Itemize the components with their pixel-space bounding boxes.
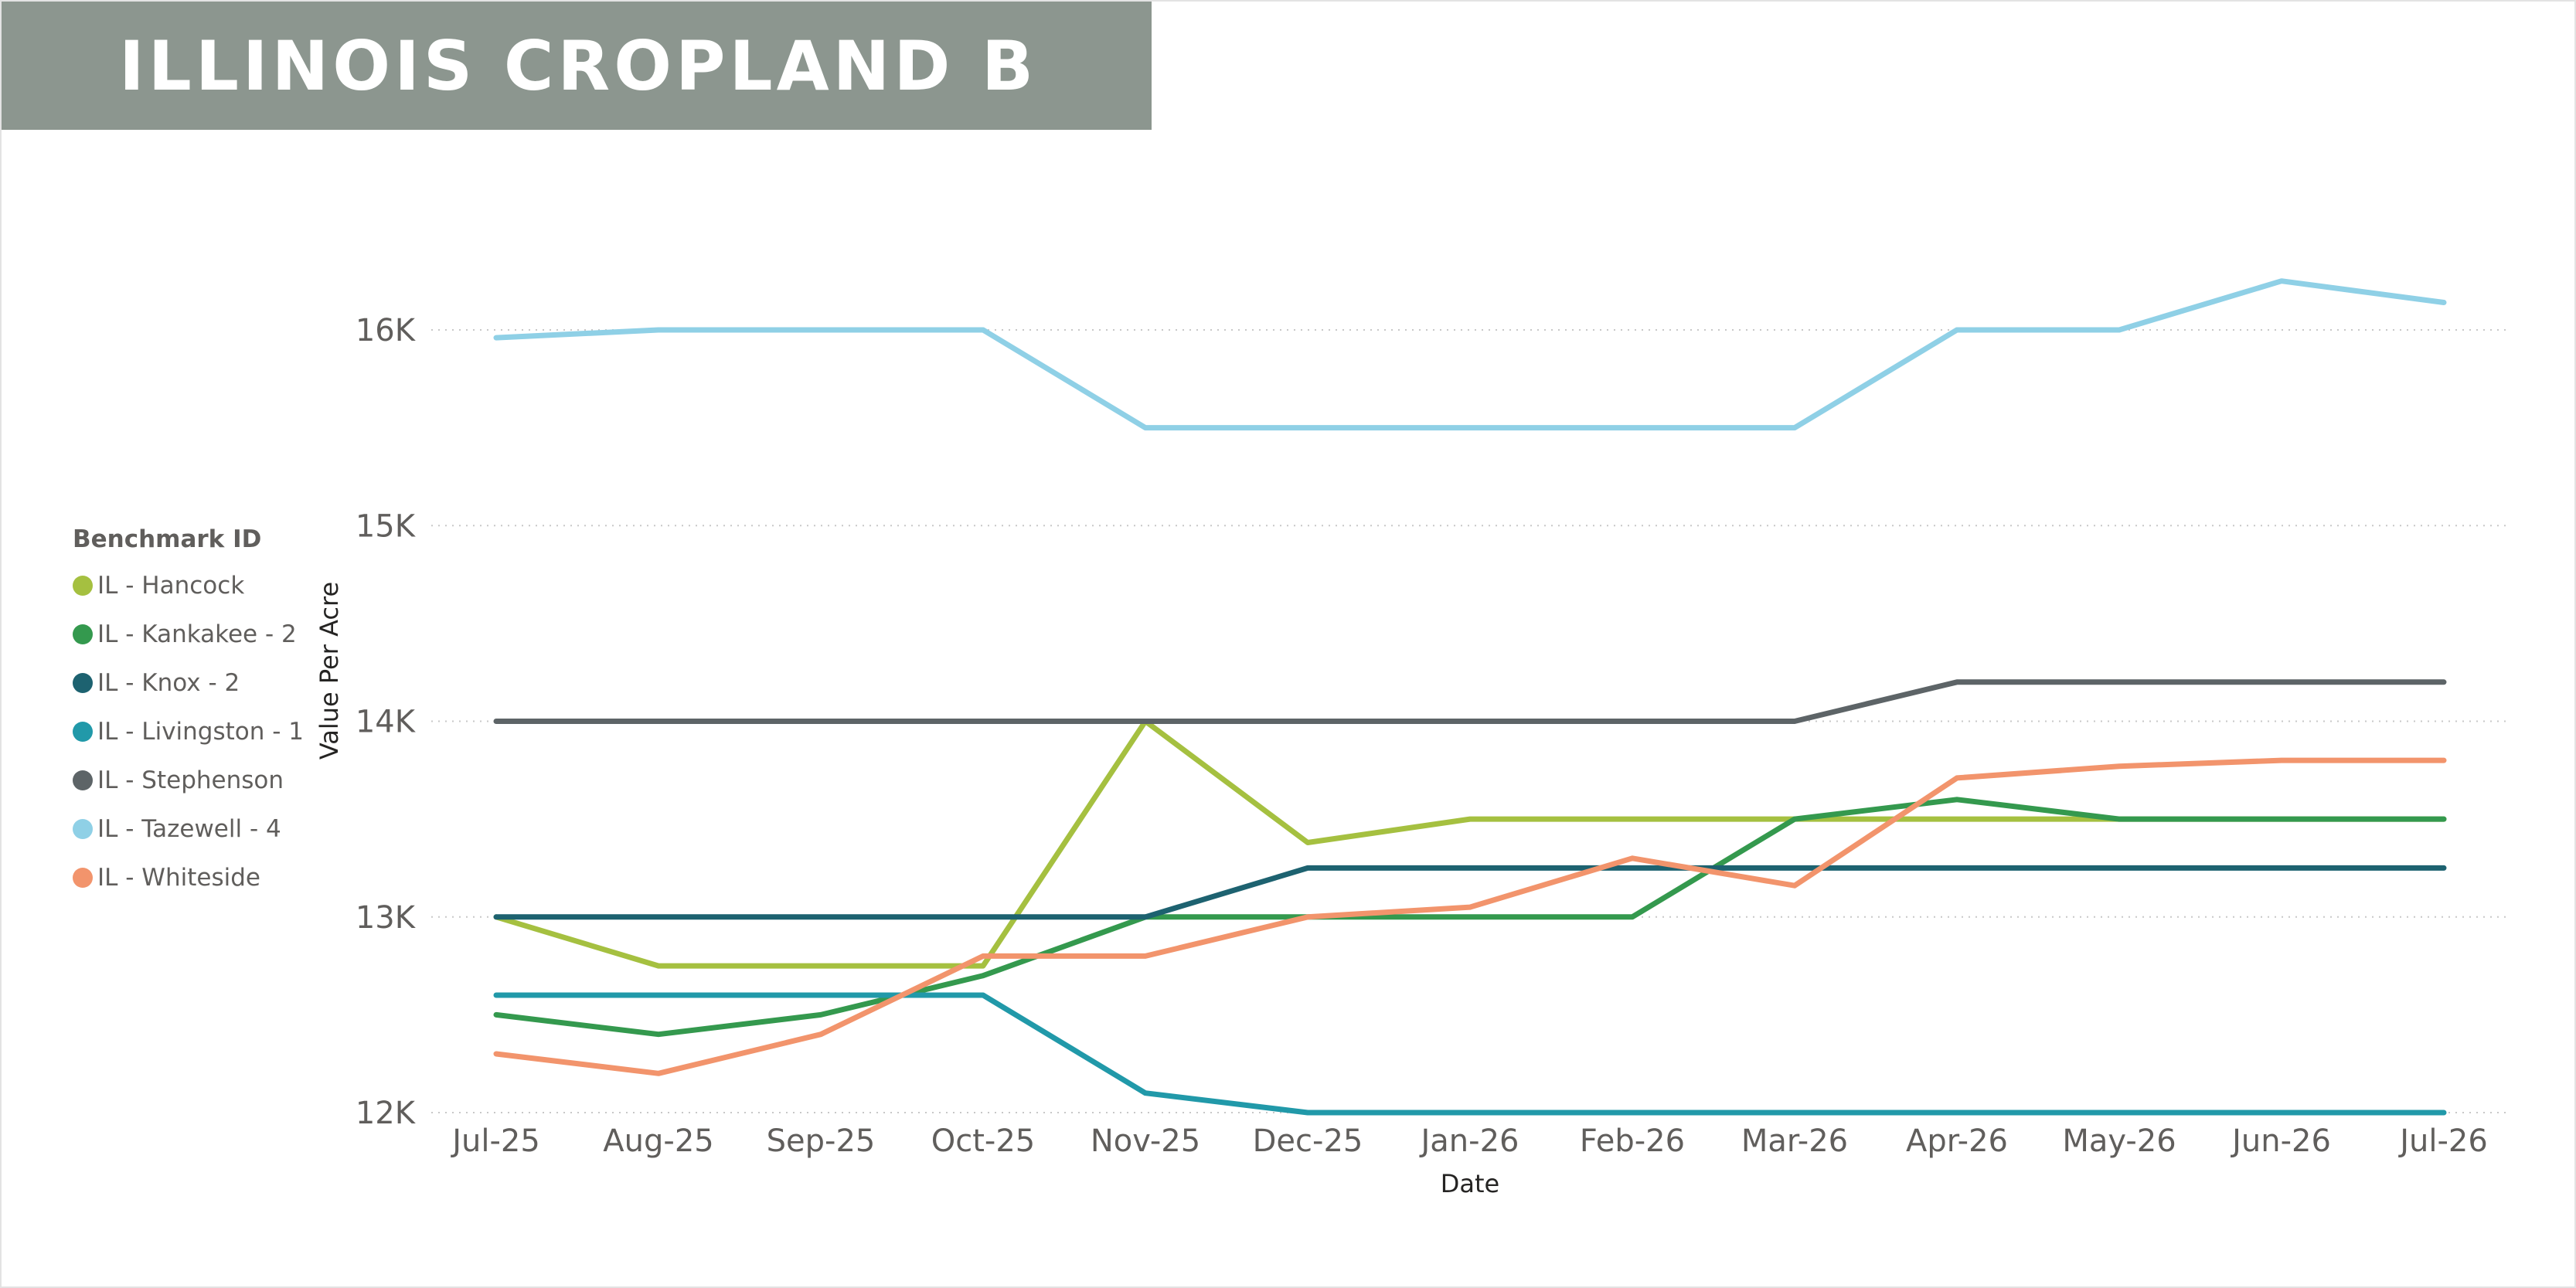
legend-item-il-hancock[interactable]: IL - Hancock (73, 561, 304, 610)
legend-label: IL - Kankakee - 2 (97, 620, 297, 648)
legend-label: IL - Tazewell - 4 (97, 814, 281, 843)
x-tick-label: Aug-25 (603, 1123, 713, 1159)
y-tick-label: 15K (356, 508, 417, 544)
legend-label: IL - Whiteside (97, 863, 260, 892)
legend-title: Benchmark ID (73, 525, 262, 553)
x-tick-label: May-26 (2062, 1123, 2176, 1159)
x-tick-label: Sep-25 (767, 1123, 876, 1159)
series-line-il-livingston-1 (493, 992, 2447, 1116)
legend-marker-icon (73, 770, 93, 790)
y-tick-label: 16K (356, 313, 417, 348)
legend-marker-icon (73, 818, 93, 839)
legend-item-il-whiteside[interactable]: IL - Whiteside (73, 853, 304, 902)
y-axis-title: Value Per Acre (315, 582, 344, 760)
legend-item-il-tazewell-4[interactable]: IL - Tazewell - 4 (73, 804, 304, 853)
legend-label: IL - Hancock (97, 571, 245, 600)
x-axis: Jul-25 Aug-25 Sep-25 Oct-25 Nov-25 Dec-25 Jan-… (450, 1123, 2488, 1159)
y-tick-label: 13K (356, 900, 417, 936)
legend-marker-icon (73, 867, 93, 888)
legend-marker-icon (73, 624, 93, 644)
legend-item-il-livingston-1[interactable]: IL - Livingston - 1 (73, 707, 304, 756)
legend-marker-icon (73, 721, 93, 742)
page-title: ILLINOIS CROPLAND B (119, 26, 1038, 106)
x-tick-label: Apr-26 (1906, 1123, 2008, 1159)
y-tick-label: 12K (356, 1096, 417, 1131)
x-tick-label: Feb-26 (1580, 1123, 1685, 1159)
series-line-il-hancock (493, 719, 2447, 969)
legend-label: IL - Stephenson (97, 766, 284, 794)
series-lines (493, 278, 2447, 1116)
legend-label: IL - Knox - 2 (97, 668, 240, 697)
y-tick-label: 14K (356, 705, 417, 740)
legend-item-il-knox-2[interactable]: IL - Knox - 2 (73, 658, 304, 707)
title-banner: ILLINOIS CROPLAND B (2, 2, 1152, 130)
legend-item-il-kankakee-2[interactable]: IL - Kankakee - 2 (73, 610, 304, 658)
chart-legend: Benchmark ID IL - Hancock IL - Kankakee -… (73, 519, 304, 902)
x-axis-title: Date (1441, 1169, 1499, 1198)
x-tick-label: Dec-25 (1253, 1123, 1363, 1159)
x-tick-label: Jul-26 (2397, 1123, 2488, 1159)
x-tick-label: Nov-25 (1091, 1123, 1200, 1159)
series-line-il-stephenson (493, 679, 2447, 724)
legend-items: IL - Hancock IL - Kankakee - 2 IL - Knox -… (73, 561, 304, 902)
x-tick-label: Jun-26 (2230, 1123, 2331, 1159)
series-line-il-tazewell-4 (493, 278, 2447, 431)
series-line-il-whiteside (493, 757, 2447, 1076)
series-line-il-kankakee-2 (493, 797, 2447, 1038)
x-tick-label: Jul-25 (450, 1123, 540, 1159)
legend-item-il-stephenson[interactable]: IL - Stephenson (73, 756, 304, 804)
y-axis: 12K 13K 14K 15K 16K (356, 313, 417, 1131)
x-tick-label: Jan-26 (1419, 1123, 1519, 1159)
legend-marker-icon (73, 575, 93, 596)
x-tick-label: Mar-26 (1741, 1123, 1848, 1159)
x-tick-label: Oct-25 (931, 1123, 1036, 1159)
series-line-il-knox-2 (493, 865, 2447, 920)
legend-label: IL - Livingston - 1 (97, 717, 305, 746)
legend-marker-icon (73, 672, 93, 693)
